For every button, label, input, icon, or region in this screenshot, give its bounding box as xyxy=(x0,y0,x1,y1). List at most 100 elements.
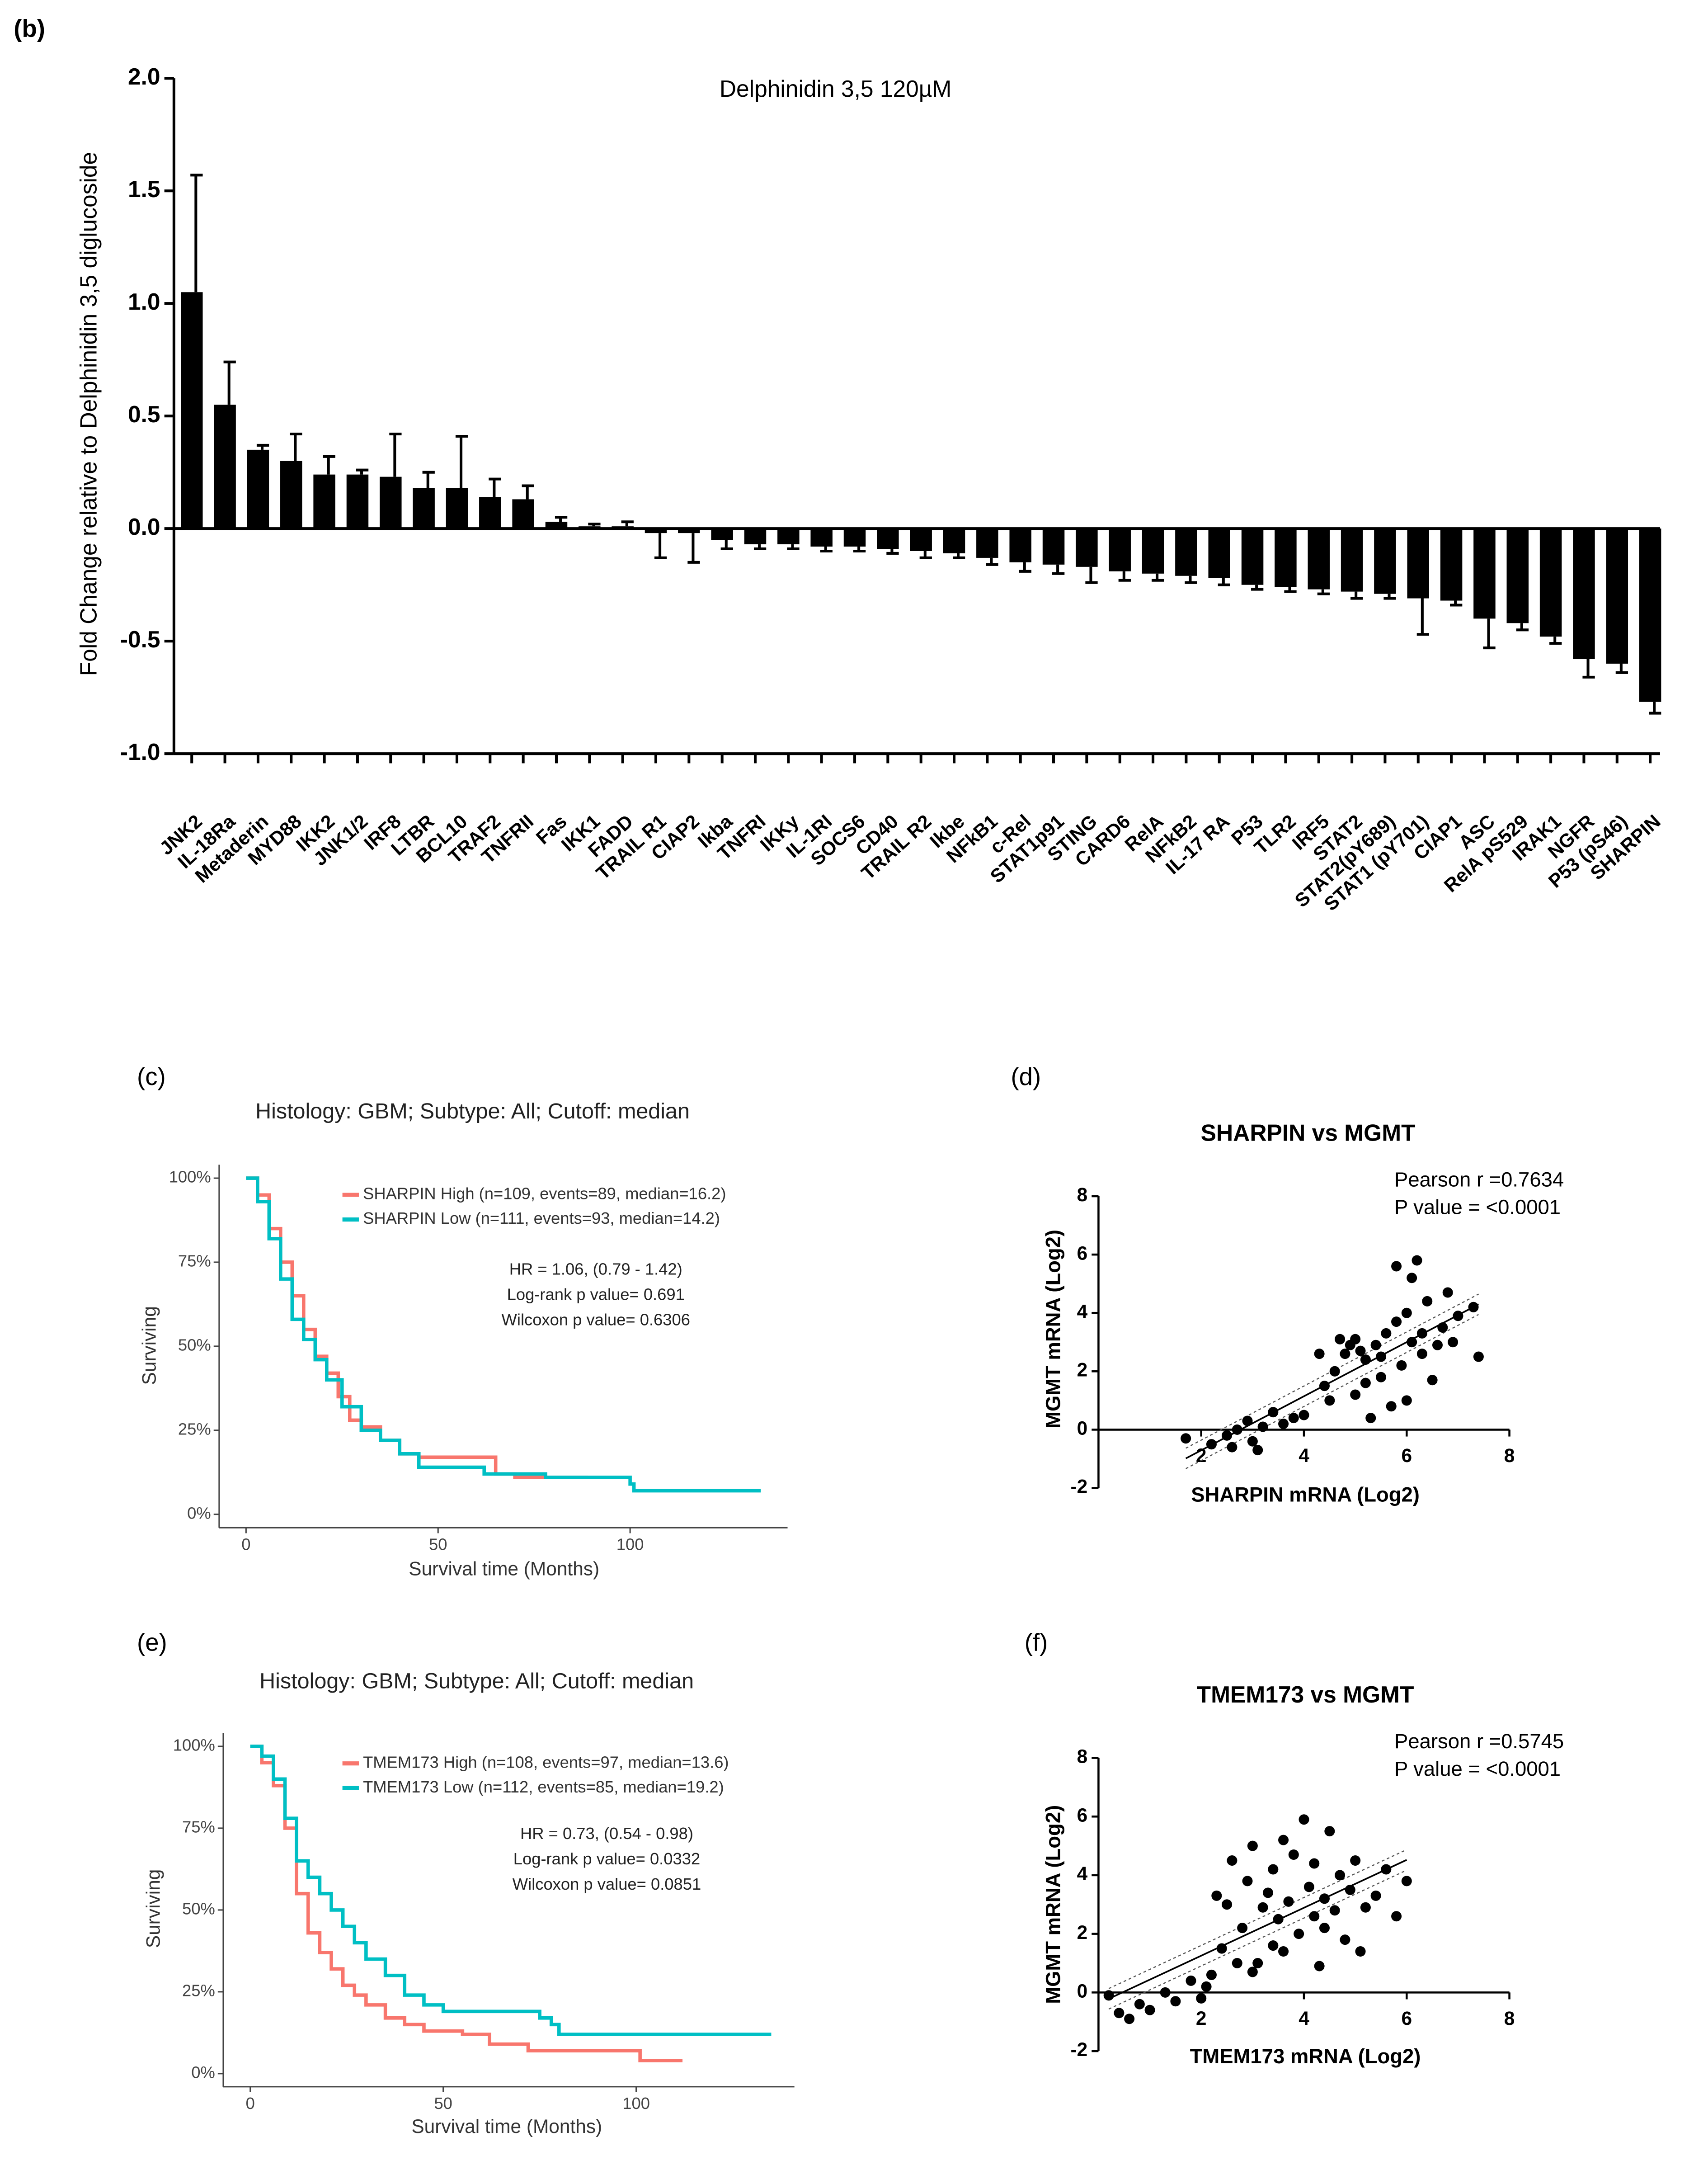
point xyxy=(1432,1340,1443,1350)
bar xyxy=(1142,528,1164,574)
bar xyxy=(446,488,468,529)
fit-line xyxy=(1108,1859,1407,2000)
point xyxy=(1206,1439,1217,1450)
point xyxy=(1407,1337,1417,1348)
bar xyxy=(280,461,302,529)
annotation: Pearson r =0.7634 xyxy=(1394,1168,1564,1191)
legend-label: SHARPIN High (n=109, events=89, median=1… xyxy=(363,1184,726,1203)
point xyxy=(1303,1882,1314,1892)
point xyxy=(1288,1413,1299,1424)
legend-label: TMEM173 Low (n=112, events=85, median=19… xyxy=(363,1778,724,1796)
point xyxy=(1278,1418,1289,1429)
x-axis-label: TMEM173 mRNA (Log2) xyxy=(1190,2045,1421,2068)
point xyxy=(1299,1410,1309,1420)
point xyxy=(1288,1849,1299,1860)
survival-curve xyxy=(250,1745,772,2036)
bar xyxy=(910,528,932,551)
y-tick-label: 6 xyxy=(1077,1804,1088,1825)
bar xyxy=(1506,528,1529,623)
point xyxy=(1268,1940,1279,1951)
legend-label: TMEM173 High (n=108, events=97, median=1… xyxy=(363,1753,729,1771)
point xyxy=(1401,1395,1412,1406)
bar xyxy=(1374,528,1396,594)
point xyxy=(1247,1436,1258,1447)
point xyxy=(1381,1328,1392,1339)
point xyxy=(1247,1967,1258,1977)
point xyxy=(1314,1349,1325,1359)
bar xyxy=(976,528,998,558)
point xyxy=(1365,1413,1376,1424)
x-tick-label: 0 xyxy=(246,2094,255,2113)
point xyxy=(1381,1864,1392,1875)
y-tick-label: 0.0 xyxy=(128,514,160,540)
point xyxy=(1227,1442,1237,1453)
panel-label: (d) xyxy=(1011,1063,1041,1090)
point xyxy=(1340,1349,1350,1359)
point xyxy=(1283,1896,1294,1907)
y-tick-label: 8 xyxy=(1077,1184,1088,1205)
y-tick-label: 100% xyxy=(169,1168,211,1186)
point xyxy=(1294,1929,1304,1939)
x-axis-label: Survival time (Months) xyxy=(409,1558,599,1580)
point xyxy=(1407,1273,1417,1283)
bar xyxy=(380,476,402,529)
confidence-line xyxy=(1108,1869,1407,2010)
x-tick-label: 6 xyxy=(1401,2008,1412,2029)
point xyxy=(1468,1302,1479,1312)
point xyxy=(1329,1366,1340,1377)
point xyxy=(1242,1876,1253,1887)
x-tick-label: 2 xyxy=(1196,2008,1207,2029)
y-tick-label: 2 xyxy=(1077,1359,1088,1381)
point xyxy=(1416,1328,1427,1339)
x-tick-label: 6 xyxy=(1401,1445,1412,1466)
x-axis-label: Survival time (Months) xyxy=(411,2116,602,2137)
bar xyxy=(346,474,369,529)
bar xyxy=(843,528,866,547)
y-axis-label: Surviving xyxy=(143,1869,164,1948)
bar xyxy=(1539,528,1562,637)
point xyxy=(1206,1969,1217,1980)
panel-label: (e) xyxy=(137,1628,167,1656)
bar xyxy=(1407,528,1429,599)
x-axis-label: SHARPIN mRNA (Log2) xyxy=(1191,1483,1420,1506)
panel-label: (f) xyxy=(1025,1628,1048,1656)
point xyxy=(1401,1307,1412,1318)
y-tick-label: -2 xyxy=(1070,2039,1087,2060)
point xyxy=(1314,1961,1325,1972)
chart-title: Delphinidin 3,5 120µM xyxy=(720,75,952,102)
point xyxy=(1391,1316,1402,1327)
y-axis-label: Surviving xyxy=(139,1306,160,1385)
point xyxy=(1268,1407,1279,1418)
y-axis-label: MGMT mRNA (Log2) xyxy=(1041,1230,1064,1429)
point xyxy=(1181,1433,1191,1444)
point xyxy=(1350,1389,1361,1400)
x-tick-label: 8 xyxy=(1504,1445,1515,1466)
bar xyxy=(711,528,733,540)
bar xyxy=(1341,528,1363,592)
y-tick-label: 2 xyxy=(1077,1922,1088,1943)
point xyxy=(1370,1890,1381,1901)
point xyxy=(1422,1296,1433,1307)
y-tick-label: 0 xyxy=(1077,1981,1088,2002)
annotation: Log-rank p value= 0.0332 xyxy=(513,1849,700,1868)
point xyxy=(1335,1334,1346,1344)
point xyxy=(1262,1887,1273,1898)
point xyxy=(1232,1424,1242,1435)
bar xyxy=(1573,528,1595,660)
point xyxy=(1324,1826,1335,1837)
point xyxy=(1386,1401,1397,1412)
point xyxy=(1473,1351,1484,1362)
point xyxy=(1345,1884,1355,1895)
bar xyxy=(479,497,501,529)
y-tick-label: -2 xyxy=(1070,1476,1087,1497)
y-tick-label: 50% xyxy=(182,1900,215,1918)
point xyxy=(1201,1981,1212,1992)
bar xyxy=(1042,528,1065,565)
survival-curve xyxy=(250,1745,683,2062)
point xyxy=(1360,1354,1371,1365)
point xyxy=(1144,2005,1155,2015)
y-tick-label: 75% xyxy=(178,1252,211,1270)
point xyxy=(1309,1858,1320,1869)
x-tick-label: 4 xyxy=(1299,2008,1309,2029)
